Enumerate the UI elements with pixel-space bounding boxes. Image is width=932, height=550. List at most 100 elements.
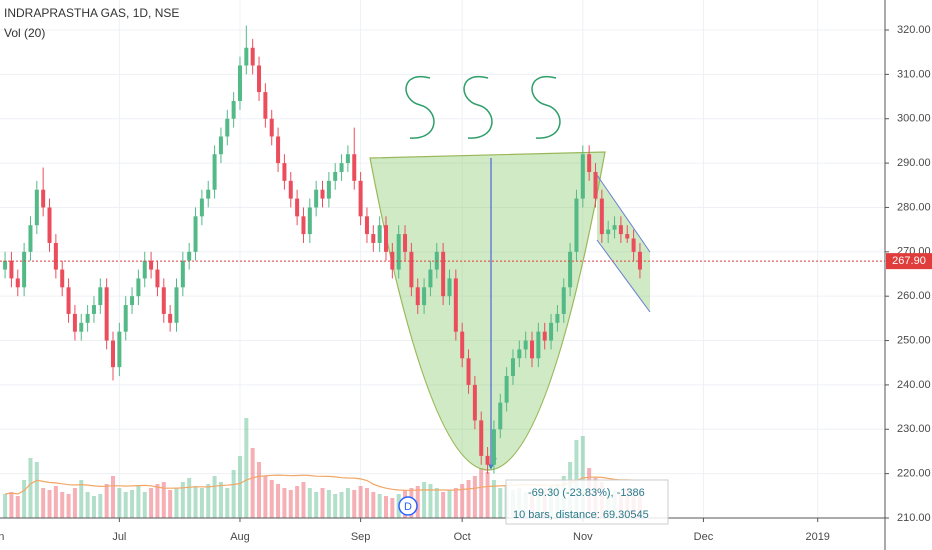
volume-bar	[15, 496, 20, 518]
volume-bar	[263, 476, 268, 518]
volume-bar	[574, 440, 579, 518]
volume-bar	[295, 486, 300, 518]
volume-bar	[466, 480, 471, 518]
candle-body	[117, 331, 122, 368]
candle-body	[517, 349, 522, 359]
candle-body	[453, 278, 458, 332]
volume-bar	[314, 492, 319, 518]
x-tick-label: Dec	[694, 531, 714, 543]
volume-bar	[3, 494, 8, 518]
dividend-label[interactable]: D	[404, 501, 412, 513]
candle-body	[491, 429, 496, 465]
candle-body	[510, 358, 515, 377]
measure-text: -69.30 (-23.83%), -1386	[528, 487, 645, 499]
volume-bar	[339, 492, 344, 518]
candle-body	[187, 251, 192, 261]
y-tick-label: 230.00	[897, 423, 931, 435]
volume-bar	[250, 448, 255, 518]
candle-body	[555, 313, 560, 323]
volume-bar	[98, 494, 103, 518]
candle-body	[447, 278, 452, 297]
y-tick-label: 240.00	[897, 379, 931, 391]
volume-bar	[60, 492, 65, 518]
candle-body	[574, 198, 579, 252]
candle-body	[149, 260, 154, 270]
dividend-marker[interactable]	[398, 496, 418, 516]
volume-bar	[326, 490, 331, 518]
volume-bar	[47, 490, 52, 518]
volume-bar	[85, 492, 90, 518]
candle-body	[485, 455, 490, 465]
volume-bar	[111, 476, 116, 518]
candle-body	[345, 154, 350, 164]
volume-bar	[193, 486, 198, 518]
candle-body	[168, 313, 173, 323]
volume-bar	[168, 490, 173, 518]
y-tick-label: 260.00	[897, 290, 931, 302]
x-tick-label: Nov	[573, 531, 593, 543]
x-tick-label: 2019	[805, 531, 829, 543]
volume-bar	[415, 486, 420, 518]
volume-bar	[428, 484, 433, 518]
candle-body	[377, 225, 382, 243]
candle-body	[276, 136, 281, 164]
y-tick-label: 300.00	[897, 113, 931, 125]
volume-bar	[301, 482, 306, 518]
volume-bar	[364, 488, 369, 518]
steam-doodle	[405, 75, 561, 139]
candle-body	[130, 296, 135, 306]
x-tick-label: Oct	[454, 531, 471, 543]
candle-body	[206, 189, 211, 199]
y-tick-label: 250.00	[897, 334, 931, 346]
indicator-label: Vol (20)	[4, 26, 45, 40]
candle-body	[383, 225, 388, 252]
volume-bar	[28, 458, 33, 518]
volume-bar	[225, 488, 230, 518]
candle-body	[123, 305, 128, 332]
candle-body	[441, 251, 446, 297]
volume-bar	[434, 488, 439, 518]
candle-body	[295, 198, 300, 217]
last-price-label: 267.90	[892, 255, 926, 267]
volume-bar	[276, 484, 281, 518]
candle-body	[282, 163, 287, 181]
candle-body	[199, 198, 204, 217]
volume-bar	[206, 484, 211, 518]
x-tick-label: Jul	[112, 531, 126, 543]
volume-bar	[257, 462, 262, 518]
volume-bar	[218, 482, 223, 518]
candle-body	[479, 420, 484, 456]
candle-body	[155, 269, 160, 288]
candle-body	[409, 251, 414, 288]
candle-body	[364, 216, 369, 235]
x-tick-label: Aug	[230, 531, 250, 543]
y-tick-label: 280.00	[897, 201, 931, 213]
candle-body	[269, 118, 274, 137]
y-tick-label: 220.00	[897, 468, 931, 480]
candle-body	[472, 384, 477, 421]
candle-body	[618, 225, 623, 235]
candle-body	[625, 234, 630, 239]
candle-body	[79, 322, 84, 332]
volume-bar	[472, 476, 477, 518]
candle-body	[85, 313, 90, 323]
volume-bar	[123, 492, 128, 518]
candle-body	[41, 189, 46, 208]
chart-title: INDRAPRASTHA GAS, 1D, NSE	[4, 6, 179, 20]
volume-bar	[244, 418, 249, 518]
measure-text: 10 bars, distance: 69.30545	[513, 509, 649, 521]
volume-bar	[447, 490, 452, 518]
candle-body	[523, 340, 528, 350]
volume-bar	[453, 488, 458, 518]
volume-bar	[371, 492, 376, 518]
volume-bar	[377, 494, 382, 518]
volume-bar	[358, 486, 363, 518]
candle-body	[612, 225, 617, 230]
volume-bar	[485, 472, 490, 518]
candle-body	[593, 171, 598, 199]
candle-body	[98, 287, 103, 306]
candle-body	[257, 65, 262, 93]
candle-body	[72, 313, 77, 332]
y-tick-label: 290.00	[897, 157, 931, 169]
volume-bar	[41, 488, 46, 518]
